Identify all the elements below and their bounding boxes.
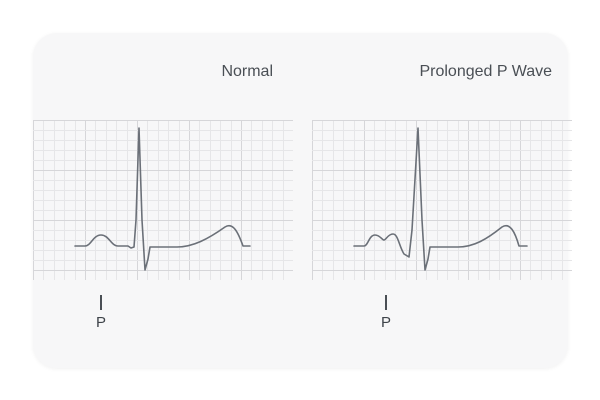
p-wave-marker-prolonged: P [376, 295, 396, 331]
ecg-trace-normal [74, 127, 251, 271]
ecg-panel-normal [33, 120, 293, 280]
ecg-panel-prolonged-p-wave [312, 120, 572, 280]
p-wave-tick [385, 295, 387, 310]
p-wave-marker-normal: P [91, 295, 111, 331]
ecg-trace-prolonged-p-wave [353, 127, 528, 271]
p-wave-label: P [380, 314, 391, 331]
p-wave-label: P [95, 314, 106, 331]
p-wave-tick [100, 295, 102, 310]
panel-title-prolonged-p-wave: Prolonged P Wave [419, 63, 552, 80]
panel-title-normal: Normal [221, 63, 273, 80]
ecg-grid-normal [33, 120, 293, 280]
ecg-grid-lines [312, 120, 572, 280]
ecg-grid-lines [33, 120, 293, 280]
ecg-grid-prolonged [312, 120, 572, 280]
